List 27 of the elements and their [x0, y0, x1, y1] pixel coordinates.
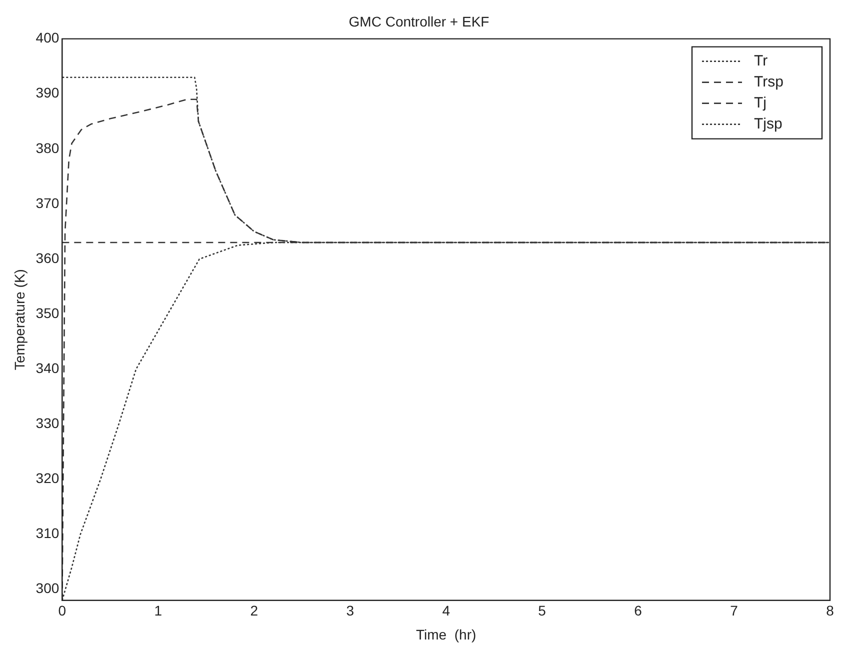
x-tick-label: 0 — [58, 602, 66, 619]
y-tick-label: 350 — [36, 304, 60, 321]
y-tick-label: 320 — [36, 470, 60, 486]
x-tick-label: 2 — [250, 602, 258, 619]
legend-label: Tr — [754, 52, 768, 70]
y-tick-label: 390 — [36, 84, 60, 101]
legend-label: Tjsp — [754, 115, 782, 132]
x-tick-label: 1 — [154, 602, 162, 619]
legend-label: Tj — [754, 94, 766, 112]
chart-title: GMC Controller + EKF — [348, 13, 490, 30]
y-tick-label: 380 — [36, 140, 60, 156]
x-tick-label: 5 — [538, 602, 546, 619]
legend-label: Trsp — [754, 73, 784, 90]
y-tick-label: 340 — [36, 360, 60, 376]
x-tick-label: 4 — [442, 602, 450, 619]
y-tick-label: 330 — [36, 415, 60, 432]
y-tick-label: 300 — [36, 580, 60, 596]
y-tick-label: 400 — [36, 30, 60, 46]
y-tick-label: 310 — [36, 525, 60, 542]
y-tick-label: 360 — [36, 250, 60, 266]
y-axis-title: Temperature (K) — [11, 269, 28, 370]
x-tick-label: 7 — [730, 602, 738, 619]
x-tick-label: 6 — [634, 602, 642, 619]
y-tick-label: 370 — [36, 194, 60, 211]
x-axis-title: Time (hr) — [416, 626, 476, 642]
x-tick-label: 3 — [346, 602, 354, 619]
x-tick-label: 8 — [826, 602, 834, 619]
